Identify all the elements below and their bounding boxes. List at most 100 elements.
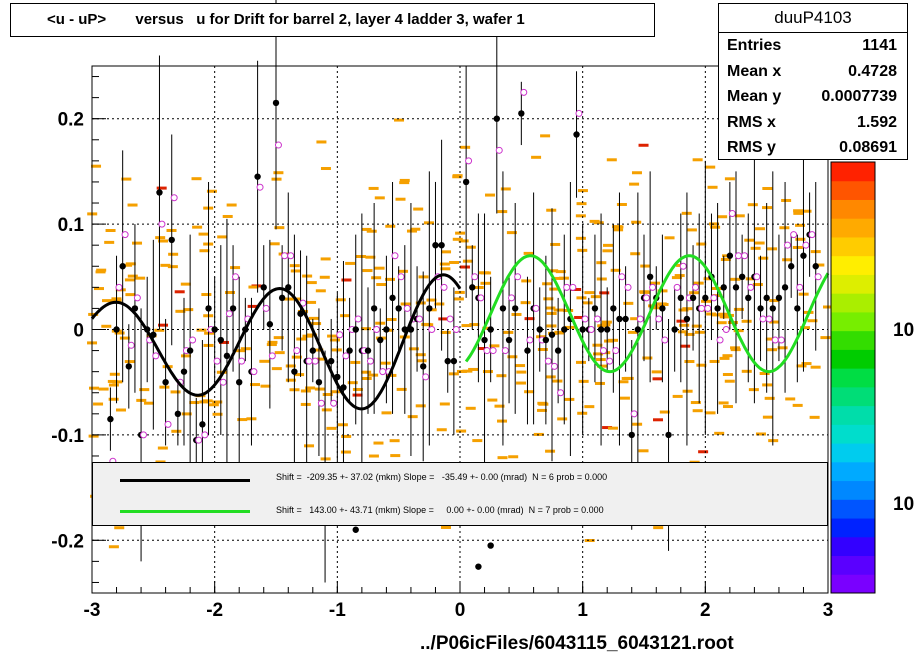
- x-tick-label: -3: [84, 600, 101, 621]
- histogram-cell: [677, 330, 688, 334]
- data-point-open: [642, 294, 650, 302]
- data-point-open: [256, 183, 264, 191]
- chart-title: <u - uP> versus u for Drift for barrel 2…: [10, 3, 655, 37]
- data-point: [726, 252, 734, 259]
- histogram-cell: [345, 261, 356, 265]
- histogram-cell: [545, 375, 556, 379]
- histogram-cell: [399, 181, 410, 185]
- histogram-cell: [650, 281, 661, 285]
- histogram-cell: [180, 354, 191, 358]
- data-point: [119, 263, 126, 270]
- legend-swatch-fit1: [120, 479, 250, 482]
- histogram-cell: [752, 283, 763, 287]
- data-point-open: [164, 420, 172, 428]
- stats-key: Mean x: [727, 62, 782, 80]
- histogram-cell: [597, 324, 608, 328]
- palette-cell: [831, 236, 875, 257]
- histogram-cell: [319, 275, 330, 279]
- histogram-cell: [497, 210, 508, 214]
- histogram-cell: [596, 277, 607, 281]
- data-point: [291, 368, 298, 375]
- data-point-open: [115, 283, 123, 291]
- data-point: [634, 326, 642, 333]
- histogram-cell: [247, 304, 258, 308]
- data-point: [107, 415, 114, 423]
- histogram-cell: [564, 397, 575, 401]
- histogram-cell: [109, 372, 120, 376]
- data-point-open: [520, 88, 528, 96]
- histogram-cell: [408, 347, 419, 351]
- histogram-cell: [266, 343, 277, 347]
- histogram-cell: [313, 348, 324, 352]
- data-point: [426, 305, 433, 312]
- data-point: [168, 236, 175, 244]
- histogram-cell: [321, 408, 332, 412]
- stats-value: 1.592: [856, 113, 897, 131]
- histogram-cell: [718, 401, 729, 405]
- histogram-cell: [415, 404, 426, 408]
- histogram-cell: [516, 370, 527, 374]
- data-point-open: [471, 273, 479, 281]
- data-point-open: [287, 252, 295, 260]
- histogram-cell: [575, 214, 586, 218]
- histogram-cell: [734, 214, 745, 218]
- histogram-cell: [552, 379, 563, 383]
- histogram-cell: [754, 241, 765, 245]
- histogram-cell: [607, 426, 618, 430]
- histogram-cell: [674, 274, 685, 278]
- histogram-cell: [550, 242, 561, 246]
- histogram-cell: [602, 249, 613, 253]
- histogram-cell: [88, 312, 99, 316]
- data-point: [487, 542, 494, 549]
- histogram-cell: [88, 386, 99, 390]
- data-point-open: [655, 315, 663, 323]
- data-point: [610, 305, 617, 312]
- histogram-cell: [462, 369, 473, 373]
- data-point: [450, 357, 458, 365]
- data-point: [260, 284, 267, 291]
- histogram-cell: [300, 402, 311, 406]
- data-point-open: [158, 220, 166, 228]
- histogram-cell: [384, 277, 395, 281]
- histogram-cell: [439, 262, 450, 266]
- histogram-cell: [440, 330, 451, 334]
- palette-cell: [831, 349, 875, 369]
- histogram-cell: [520, 301, 531, 305]
- data-point-open: [483, 347, 491, 355]
- data-point-open: [581, 315, 589, 323]
- data-point: [389, 294, 396, 302]
- histogram-cell: [300, 389, 311, 393]
- stats-row-mean-y: Mean y 0.0007739: [719, 84, 907, 110]
- stats-key: Mean y: [727, 88, 782, 105]
- histogram-cell: [630, 252, 641, 256]
- histogram-cell: [506, 231, 517, 235]
- histogram-cell: [456, 369, 467, 373]
- z-axis-label: 10: [893, 320, 915, 341]
- histogram-cell: [511, 312, 522, 316]
- histogram-cell: [604, 339, 615, 343]
- data-point: [812, 263, 819, 270]
- histogram-cell: [733, 329, 744, 333]
- histogram-cell: [93, 287, 104, 291]
- histogram-cell: [664, 236, 675, 240]
- histogram-cell: [576, 202, 587, 206]
- histogram-cell: [308, 316, 319, 320]
- histogram-cell: [340, 314, 351, 318]
- data-point-open: [366, 357, 374, 365]
- histogram-cell: [440, 267, 451, 271]
- histogram-cell: [730, 277, 741, 281]
- histogram-cell: [554, 330, 565, 334]
- histogram-cell: [480, 281, 491, 285]
- histogram-cell: [135, 276, 146, 280]
- histogram-cell: [477, 347, 488, 351]
- histogram-cell: [820, 336, 831, 340]
- histogram-cell: [707, 185, 718, 189]
- histogram-cell: [465, 245, 476, 249]
- histogram-cell: [582, 301, 593, 305]
- data-point-open: [422, 373, 430, 381]
- histogram-cell: [415, 353, 426, 357]
- palette-cell: [831, 311, 875, 332]
- data-point: [328, 357, 335, 365]
- histogram-cell: [762, 383, 773, 387]
- histogram-cell: [167, 265, 178, 269]
